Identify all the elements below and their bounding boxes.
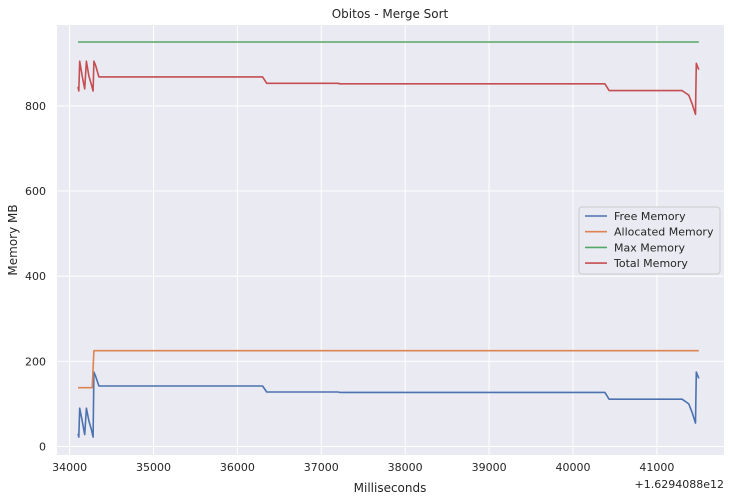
y-tick-label: 400	[25, 270, 46, 283]
x-tick-label: 35000	[136, 461, 171, 474]
x-tick-label: 40000	[555, 461, 590, 474]
total-memory-legend-label: Total Memory	[613, 257, 688, 270]
x-offset-label: +1.6294088e12	[635, 478, 724, 491]
y-tick-labels: 0 200 400 600 800	[25, 100, 46, 454]
x-tick-label: 36000	[220, 461, 255, 474]
x-axis-label: Milliseconds	[354, 481, 427, 495]
legend-frame	[578, 206, 721, 275]
x-tick-label: 34000	[52, 461, 87, 474]
x-tick-label: 37000	[304, 461, 339, 474]
y-axis-label: Memory MB	[6, 204, 20, 275]
y-tick-label: 600	[25, 185, 46, 198]
y-tick-label: 200	[25, 355, 46, 368]
total-memory-line	[77, 60, 700, 116]
x-tick-labels: 34000 35000 36000 37000 38000 39000 40000 41000	[52, 461, 674, 474]
x-tick-label: 39000	[472, 461, 507, 474]
y-tick-label: 0	[39, 440, 46, 453]
x-tick-label: 41000	[639, 461, 674, 474]
series-lines	[77, 41, 700, 438]
allocated-memory-legend-label: Allocated Memory	[614, 226, 714, 239]
x-tick-label: 38000	[388, 461, 423, 474]
allocated-memory-line	[78, 349, 699, 389]
y-tick-label: 800	[25, 100, 46, 113]
legend: Free Memory Allocated Memory Max Memory Tot…	[578, 206, 721, 275]
max-memory-legend-label: Max Memory	[614, 241, 685, 254]
free-memory-legend-label: Free Memory	[614, 210, 686, 223]
chart-title: Obitos - Merge Sort	[332, 7, 449, 21]
free-memory-line	[77, 371, 700, 438]
